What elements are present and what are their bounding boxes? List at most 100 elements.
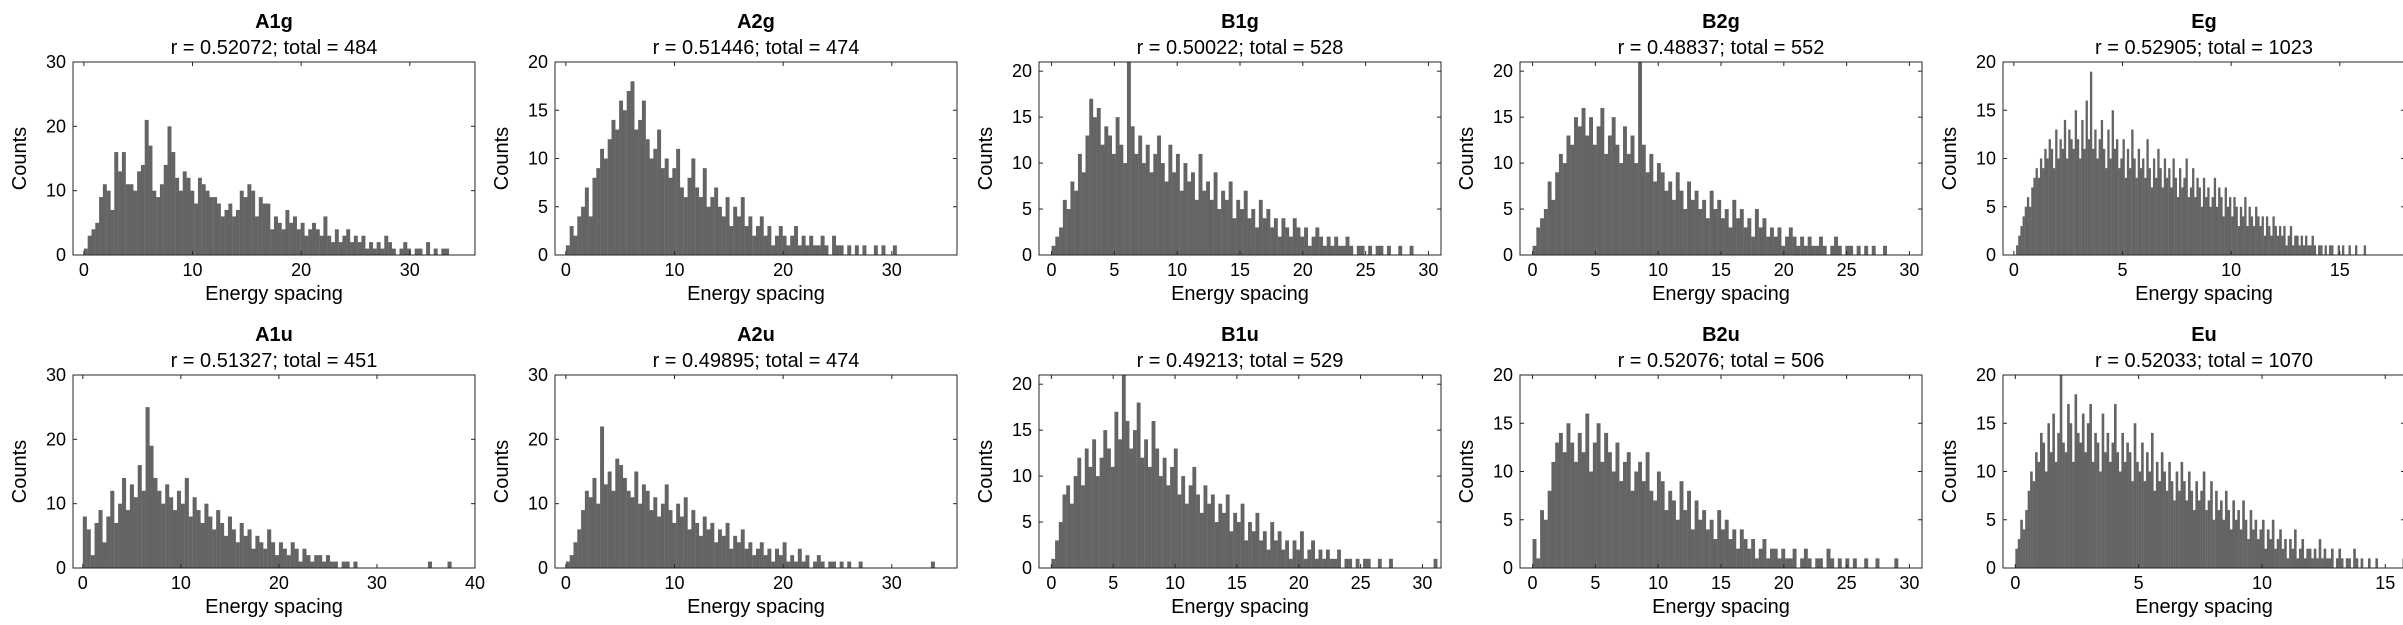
histogram-bar (1184, 503, 1189, 568)
histogram-bar (1368, 245, 1373, 255)
histogram-bar (2270, 235, 2273, 255)
histogram-bar (2116, 452, 2120, 568)
x-tick-label: 0 (1047, 260, 1057, 280)
histogram-bar (1815, 558, 1820, 568)
histogram-bar (133, 190, 138, 255)
histogram-bar (660, 168, 665, 255)
histogram-bar (235, 542, 240, 568)
histogram-bar (302, 548, 307, 568)
histogram-bar (277, 222, 282, 255)
histogram-bar (2170, 481, 2174, 568)
histogram-bar (676, 503, 681, 568)
histogram-bar (2099, 471, 2102, 568)
histogram-bar (2018, 235, 2021, 255)
histogram-bars (2016, 71, 2367, 256)
histogram-bar (1687, 490, 1691, 568)
histogram-bar (1285, 540, 1290, 568)
histogram-bar (255, 535, 260, 568)
axes-frame (1038, 374, 1442, 569)
x-axis-label: Energy spacing (2135, 283, 2273, 305)
histogram-bar (1375, 245, 1380, 255)
histogram-bar (1244, 540, 1249, 568)
x-axis-label: Energy spacing (1171, 596, 1309, 618)
histogram-bar (247, 184, 252, 255)
histogram-bar (2033, 177, 2036, 255)
histogram-bar (1191, 172, 1195, 255)
y-axis-label: Counts (1456, 127, 1478, 190)
histogram-bar (1596, 126, 1601, 255)
histogram-bar (2313, 548, 2317, 568)
histogram-bar (293, 216, 297, 255)
histogram-bar (1607, 452, 1612, 568)
histogram-bar (2227, 510, 2231, 568)
histogram-bar (2296, 558, 2300, 568)
histogram-bar (157, 490, 162, 568)
histogram-bar (285, 209, 290, 255)
x-tick-label: 5 (1109, 260, 1119, 280)
y-tick-label: 10 (528, 494, 548, 514)
histogram-bar (748, 542, 753, 568)
histogram-bar (1562, 163, 1567, 255)
histogram-bar (573, 542, 578, 568)
histogram-panel-B1u: 0 5 10 15 20 25 30 0 5 10 15 20 B1u r = 0.49213; tota… (975, 324, 1442, 618)
histogram-bar (679, 516, 684, 568)
histogram-bar (664, 484, 669, 568)
histogram-bar (1377, 558, 1382, 568)
histogram-bar (1698, 519, 1703, 568)
y-tick-label: 5 (1503, 199, 1513, 219)
histogram-bar (717, 206, 722, 255)
histogram-bar (2340, 558, 2344, 568)
histogram-bar (262, 203, 267, 255)
histogram-bar (274, 216, 278, 255)
histogram-bar (2242, 216, 2245, 255)
histogram-bar (1096, 107, 1101, 255)
histogram-bar (1766, 558, 1771, 568)
histogram-bar (1736, 218, 1740, 255)
histogram-bar (2309, 245, 2312, 255)
histogram-bar (1177, 494, 1182, 568)
histogram-bar (2159, 168, 2162, 255)
histogram-bar (2263, 235, 2267, 255)
histogram-bar (771, 245, 776, 255)
histogram-bar (2107, 129, 2110, 255)
histogram-bar (1110, 466, 1115, 568)
histogram-bar (698, 197, 703, 255)
histogram-bar (1683, 510, 1688, 568)
histogram-bar (702, 168, 707, 255)
histogram-bar (86, 529, 91, 568)
histogram-bar (2300, 235, 2304, 255)
panel-title: B1u (1221, 324, 1259, 346)
histogram-bar (1788, 227, 1793, 255)
histogram-bar (333, 561, 338, 568)
histogram-bar (286, 555, 291, 568)
histogram-bar (1187, 181, 1192, 255)
histogram-bar (2207, 500, 2211, 568)
y-tick-label: 20 (46, 116, 66, 136)
histogram-bar (1214, 522, 1219, 568)
histogram-bar (1600, 461, 1605, 568)
histogram-bar (1758, 227, 1763, 255)
histogram-bar (2294, 235, 2297, 255)
histogram-bar (1626, 153, 1631, 255)
y-tick-label: 20 (1493, 365, 1513, 385)
histogram-bar (1285, 227, 1290, 255)
histogram-bar (1240, 503, 1245, 568)
histogram-bar (2121, 432, 2124, 568)
histogram-bar (2305, 235, 2308, 255)
y-tick-label: 5 (1503, 510, 1513, 530)
histogram-bars (1532, 413, 1899, 568)
histogram-bar (1070, 181, 1075, 255)
histogram-bar (1273, 218, 1278, 255)
histogram-bar (169, 497, 174, 568)
histogram-bar (2348, 245, 2351, 255)
histogram-bar (361, 235, 366, 255)
histogram-bar (2074, 110, 2078, 255)
panel-title: B2g (1702, 11, 1740, 33)
histogram-bar (372, 248, 377, 255)
histogram-bar (1709, 190, 1714, 255)
histogram-bar (1826, 548, 1831, 568)
histogram-bar (2064, 452, 2068, 568)
histogram-bar (1149, 172, 1154, 255)
histogram-bar (1322, 558, 1327, 568)
histogram-bar (2250, 216, 2254, 255)
